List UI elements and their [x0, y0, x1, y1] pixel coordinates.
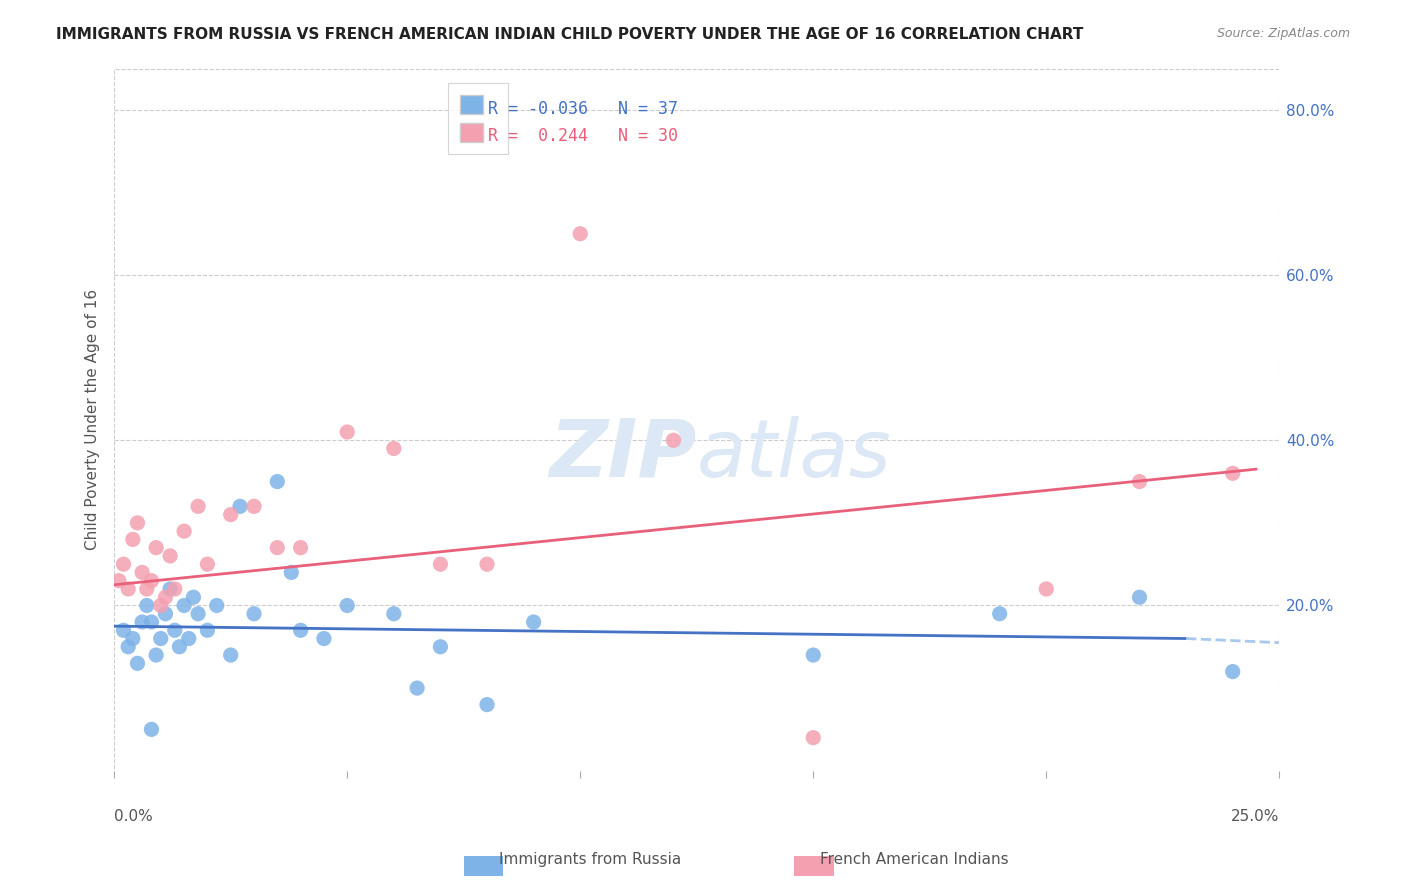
- Point: [121, 632, 143, 646]
- Point: [155, 607, 177, 621]
- Point: [429, 640, 451, 654]
- Point: [382, 607, 405, 621]
- Point: [1128, 591, 1150, 605]
- Point: [1035, 582, 1057, 596]
- Point: [266, 475, 288, 489]
- Text: R =  0.244   N = 30: R = 0.244 N = 30: [488, 127, 678, 145]
- Point: [801, 648, 824, 662]
- Point: [131, 615, 153, 629]
- Point: [336, 599, 359, 613]
- Point: [149, 632, 172, 646]
- Point: [117, 640, 139, 654]
- Point: [173, 599, 195, 613]
- Point: [135, 599, 157, 613]
- Point: [336, 425, 359, 439]
- Point: [145, 541, 167, 555]
- Point: [127, 516, 149, 530]
- Point: [159, 549, 181, 563]
- Point: [290, 624, 312, 638]
- Point: [406, 681, 429, 695]
- Point: [662, 434, 685, 448]
- Point: [1222, 467, 1244, 481]
- Point: [108, 574, 131, 588]
- Point: [290, 541, 312, 555]
- Text: 25.0%: 25.0%: [1230, 809, 1279, 824]
- Point: [219, 508, 242, 522]
- Point: [197, 624, 219, 638]
- Point: [112, 624, 135, 638]
- Point: [523, 615, 546, 629]
- Point: [988, 607, 1011, 621]
- Legend: , : ,: [449, 83, 508, 154]
- Point: [169, 640, 191, 654]
- Point: [135, 582, 157, 596]
- Point: [475, 557, 498, 571]
- Text: IMMIGRANTS FROM RUSSIA VS FRENCH AMERICAN INDIAN CHILD POVERTY UNDER THE AGE OF : IMMIGRANTS FROM RUSSIA VS FRENCH AMERICA…: [56, 27, 1084, 42]
- Point: [187, 607, 209, 621]
- Point: [243, 607, 266, 621]
- Point: [155, 591, 177, 605]
- Point: [475, 698, 498, 712]
- Point: [163, 624, 186, 638]
- Point: [187, 500, 209, 514]
- Point: [1222, 665, 1244, 679]
- Point: [801, 731, 824, 745]
- Point: [112, 557, 135, 571]
- Point: [117, 582, 139, 596]
- Point: [149, 599, 172, 613]
- Point: [121, 533, 143, 547]
- Point: [229, 500, 252, 514]
- Point: [266, 541, 288, 555]
- Point: [429, 557, 451, 571]
- Text: French American Indians: French American Indians: [820, 852, 1008, 867]
- Point: [243, 500, 266, 514]
- Point: [382, 442, 405, 456]
- Point: [141, 574, 163, 588]
- Point: [145, 648, 167, 662]
- Point: [127, 657, 149, 671]
- Point: [205, 599, 228, 613]
- Point: [183, 591, 205, 605]
- Point: [569, 227, 592, 241]
- Point: [312, 632, 335, 646]
- Point: [163, 582, 186, 596]
- Point: [141, 615, 163, 629]
- Text: Source: ZipAtlas.com: Source: ZipAtlas.com: [1216, 27, 1350, 40]
- Point: [173, 524, 195, 538]
- Y-axis label: Child Poverty Under the Age of 16: Child Poverty Under the Age of 16: [86, 289, 100, 550]
- Text: 0.0%: 0.0%: [114, 809, 153, 824]
- Point: [280, 566, 302, 580]
- Point: [197, 557, 219, 571]
- Point: [159, 582, 181, 596]
- Text: R = -0.036   N = 37: R = -0.036 N = 37: [488, 100, 678, 118]
- Text: ZIP: ZIP: [550, 416, 697, 493]
- Text: Immigrants from Russia: Immigrants from Russia: [499, 852, 682, 867]
- Point: [141, 723, 163, 737]
- Point: [219, 648, 242, 662]
- Point: [177, 632, 200, 646]
- Point: [1128, 475, 1150, 489]
- Point: [131, 566, 153, 580]
- Text: atlas: atlas: [697, 416, 891, 493]
